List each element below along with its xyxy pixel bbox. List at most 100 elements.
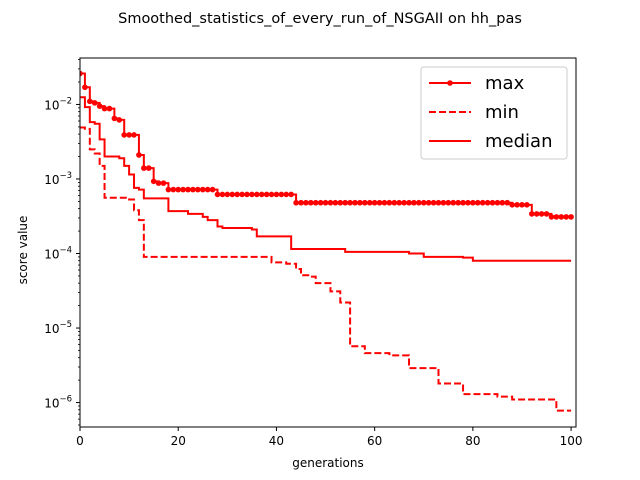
series-marker-max <box>529 211 535 217</box>
x-tick-label: 80 <box>465 434 480 448</box>
series-marker-max <box>396 199 403 206</box>
series-marker-max <box>509 202 515 208</box>
series-marker-max <box>308 199 314 206</box>
x-tick-label: 40 <box>269 434 284 448</box>
series-marker-max <box>224 191 231 198</box>
series-marker-max <box>87 98 93 105</box>
legend-box <box>420 66 568 160</box>
y-axis-label: score value <box>16 216 30 285</box>
series-marker-max <box>401 199 407 206</box>
series-marker-max <box>371 199 378 206</box>
series-marker-max <box>249 191 255 198</box>
x-tick-label: 0 <box>76 434 84 448</box>
series-marker-max <box>229 191 236 198</box>
y-tick-label: 10−5 <box>44 320 72 336</box>
series-marker-max <box>322 199 329 206</box>
y-tick-label: 10−4 <box>44 246 72 262</box>
series-marker-max <box>111 115 118 122</box>
series-marker-max <box>499 199 506 206</box>
y-tick-label: 10−6 <box>44 395 72 411</box>
series-marker-max <box>126 132 132 138</box>
series-marker-max <box>406 199 412 206</box>
series-marker-max <box>219 191 226 198</box>
series-marker-max <box>450 199 457 206</box>
series-marker-max <box>273 191 280 198</box>
series-marker-max <box>312 199 319 206</box>
series-marker-max <box>141 165 147 171</box>
series-line-median <box>80 96 572 262</box>
series-marker-max <box>199 186 206 193</box>
series-marker-max <box>435 199 442 206</box>
series-marker-max <box>116 117 123 123</box>
series-group <box>80 70 574 412</box>
series-marker-max <box>357 199 363 206</box>
series-marker-max <box>204 186 211 193</box>
series-marker-max <box>553 214 560 220</box>
series-marker-max <box>460 199 466 206</box>
x-tick-label: 20 <box>171 434 186 448</box>
series-marker-max <box>106 105 113 112</box>
series-marker-max <box>91 100 98 106</box>
x-tick-label: 60 <box>367 434 382 448</box>
series-marker-max <box>160 180 167 186</box>
series-marker-max <box>425 199 432 206</box>
series-marker-max <box>96 103 103 109</box>
series-marker-max <box>376 199 383 206</box>
y-tick-label: 10−3 <box>44 171 72 187</box>
series-marker-max <box>524 202 530 208</box>
series-marker-max <box>568 214 574 220</box>
series-marker-max <box>352 199 358 206</box>
series-marker-max <box>288 191 294 198</box>
series-marker-max <box>303 199 309 206</box>
series-marker-max <box>386 199 393 206</box>
series-marker-max <box>533 211 540 217</box>
series-marker-max <box>214 191 221 198</box>
y-tick-label: 10−2 <box>44 96 72 112</box>
series-marker-max <box>101 105 108 112</box>
series-marker-max <box>514 202 520 208</box>
series-marker-max <box>209 186 216 193</box>
series-marker-max <box>420 199 427 206</box>
series-marker-max <box>253 191 260 198</box>
series-marker-max <box>543 211 550 217</box>
series-marker-max <box>489 199 496 206</box>
series-marker-max <box>440 199 447 206</box>
series-marker-max <box>494 199 501 206</box>
legend: max min median <box>420 66 568 160</box>
series-marker-max <box>558 214 565 220</box>
series-marker-max <box>131 132 137 138</box>
series-marker-max <box>263 191 270 198</box>
legend-label-min: min <box>485 102 519 123</box>
series-marker-max <box>175 186 182 193</box>
series-marker-max <box>293 199 299 206</box>
series-marker-max <box>145 165 152 171</box>
series-marker-max <box>391 199 398 206</box>
series-marker-max <box>121 132 127 138</box>
series-marker-max <box>484 199 491 206</box>
axes-frame <box>79 57 577 428</box>
legend-marker-max <box>447 80 453 86</box>
series-marker-max <box>465 199 471 206</box>
series-marker-max <box>563 214 569 220</box>
legend-label-median: median <box>485 131 552 152</box>
series-marker-max <box>185 186 191 193</box>
series-marker-max <box>519 202 525 208</box>
series-marker-max <box>258 191 265 198</box>
series-marker-max <box>244 191 250 198</box>
series-marker-max <box>332 199 339 206</box>
series-marker-max <box>411 199 417 206</box>
chart-title: Smoothed_statistics_of_every_run_of_NSGA… <box>118 11 522 27</box>
series-marker-max <box>445 199 452 206</box>
series-marker-max <box>195 186 201 193</box>
series-marker-max <box>268 191 275 198</box>
series-marker-max <box>180 186 186 193</box>
series-marker-max <box>366 199 373 206</box>
series-marker-max <box>80 70 83 77</box>
series-marker-max <box>278 191 285 198</box>
series-marker-max <box>136 152 142 158</box>
series-marker-max <box>150 178 157 185</box>
series-line-min <box>80 126 572 412</box>
series-marker-max <box>170 186 177 193</box>
series-marker-max <box>234 191 240 198</box>
series-marker-max <box>155 180 162 186</box>
